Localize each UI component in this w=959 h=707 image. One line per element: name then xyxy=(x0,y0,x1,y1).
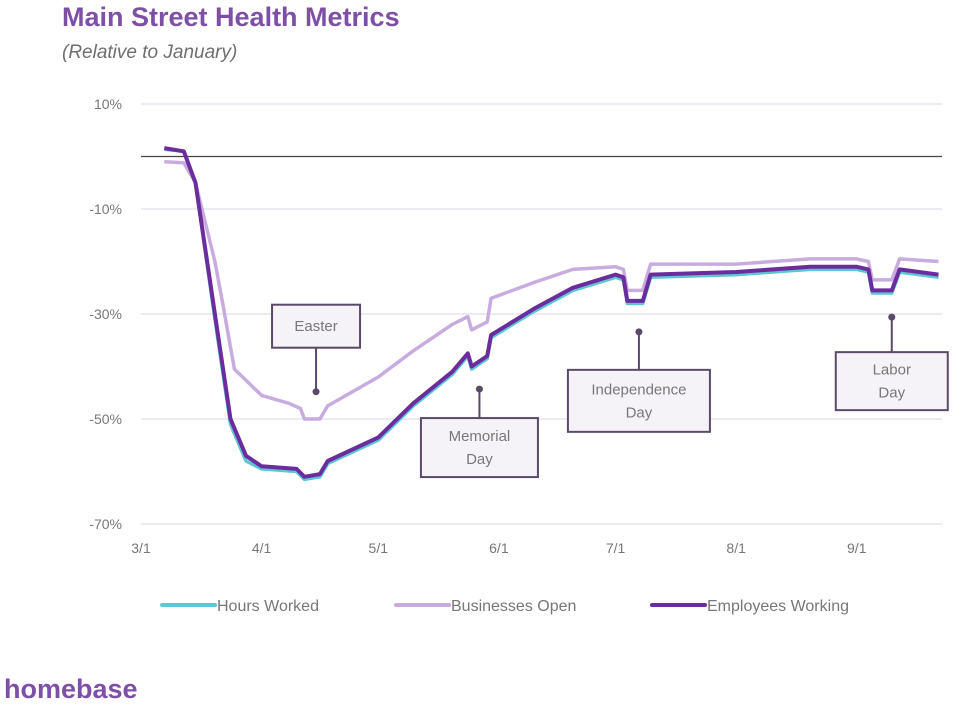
legend-label: Hours Worked xyxy=(217,598,319,615)
chart-title: Main Street Health Metrics xyxy=(62,2,400,32)
annotation-box xyxy=(271,303,362,349)
x-tick-label: 9/1 xyxy=(847,540,867,556)
annotation-label: Labor xyxy=(873,362,911,379)
annotation-dot xyxy=(312,388,320,396)
y-tick-label: -50% xyxy=(89,411,122,427)
y-tick-label: -70% xyxy=(89,516,122,532)
series-line-employees-working xyxy=(163,146,939,479)
annotation-dot xyxy=(475,385,483,393)
y-tick-label: -10% xyxy=(89,201,122,217)
series-line-businesses-open xyxy=(164,160,939,421)
x-tick-label: 3/1 xyxy=(131,540,151,556)
annotation-box xyxy=(419,417,539,479)
x-tick-label: 6/1 xyxy=(489,540,509,556)
chart-subtitle: (Relative to January) xyxy=(62,42,238,63)
annotation-box xyxy=(566,368,711,433)
legend-label: Businesses Open xyxy=(451,598,576,615)
annotation-box xyxy=(834,351,949,412)
series-line-hours-worked xyxy=(164,147,939,482)
annotation-label: Easter xyxy=(294,318,337,335)
legend-label: Employees Working xyxy=(707,598,849,615)
y-tick-label: -30% xyxy=(89,306,122,322)
x-tick-label: 4/1 xyxy=(252,540,272,556)
x-tick-label: 8/1 xyxy=(726,540,746,556)
annotation-label: Memorial xyxy=(449,428,511,445)
annotation-label: Independence xyxy=(591,381,686,398)
x-tick-label: 7/1 xyxy=(606,540,626,556)
annotation-dot xyxy=(888,313,896,321)
x-tick-label: 5/1 xyxy=(369,540,389,556)
annotation-dot xyxy=(635,328,643,336)
homebase-logo: homebase xyxy=(4,674,138,704)
y-tick-label: 10% xyxy=(94,96,122,112)
annotation-label: Day xyxy=(466,451,493,468)
annotation-label: Day xyxy=(626,404,653,421)
annotation-label: Day xyxy=(878,385,905,402)
